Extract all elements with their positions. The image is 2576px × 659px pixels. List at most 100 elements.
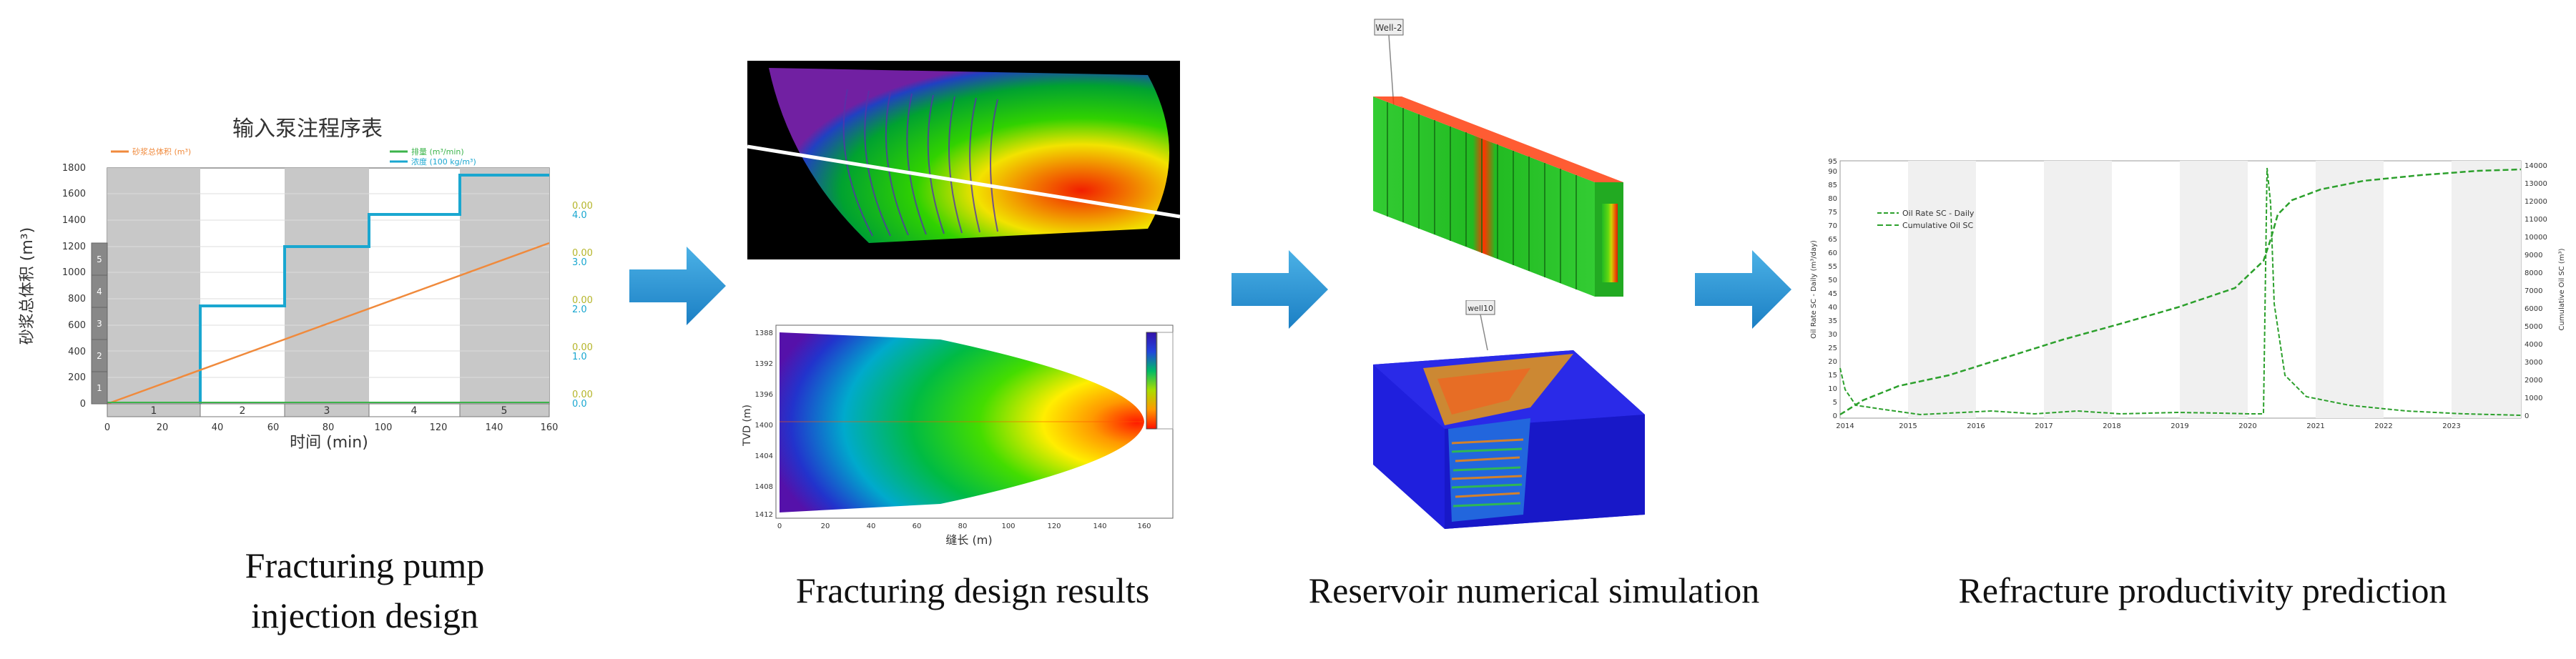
left-stage-5: 5 [97, 254, 102, 264]
svg-text:8000: 8000 [2525, 269, 2542, 277]
svg-text:5000: 5000 [2525, 323, 2542, 331]
reservoir-model-bottom: well10 [1359, 299, 1681, 529]
svg-text:80: 80 [323, 422, 335, 433]
stage-label-4: 4 [411, 405, 418, 417]
left-stage-4: 4 [97, 287, 102, 297]
svg-text:3.0: 3.0 [572, 257, 587, 268]
svg-text:400: 400 [68, 347, 86, 357]
svg-text:20: 20 [821, 522, 830, 530]
svg-text:55: 55 [1828, 263, 1837, 271]
svg-text:85: 85 [1828, 182, 1837, 189]
prod-y-left-ticks: 0 5 10 15 20 25 30 35 40 45 50 55 60 65 … [1828, 158, 1837, 420]
svg-text:25: 25 [1828, 345, 1837, 352]
svg-text:1.0: 1.0 [572, 352, 587, 362]
prod-legend: Oil Rate SC - Daily Cumulative Oil SC [1877, 209, 1975, 230]
svg-text:2019: 2019 [2171, 422, 2188, 430]
svg-text:0: 0 [777, 522, 782, 530]
stage-band-5 [460, 168, 549, 404]
svg-text:4.0: 4.0 [572, 210, 587, 221]
svg-text:2021: 2021 [2306, 422, 2324, 430]
caption-design: Fracturing design results [795, 570, 1150, 610]
svg-text:5: 5 [1833, 399, 1837, 407]
svg-text:7000: 7000 [2525, 287, 2542, 295]
svg-text:60: 60 [267, 422, 280, 433]
prod-legend-rate: Oil Rate SC - Daily [1902, 209, 1975, 218]
profile-x-label: 缝长 (m) [945, 533, 992, 547]
svg-text:0.0: 0.0 [572, 399, 587, 410]
prod-y-left-label: Oil Rate SC - Daily (m³/day) [1810, 240, 1818, 339]
svg-text:140: 140 [486, 422, 503, 433]
svg-text:1400: 1400 [755, 422, 773, 430]
svg-text:13000: 13000 [2525, 180, 2547, 188]
arrow-icon-2 [1232, 250, 1328, 329]
stage-label-3: 3 [324, 405, 330, 417]
svg-text:100: 100 [375, 422, 393, 433]
svg-text:2014: 2014 [1836, 422, 1854, 430]
svg-text:0: 0 [2525, 412, 2529, 420]
svg-text:10000: 10000 [2525, 234, 2547, 242]
svg-text:80: 80 [958, 522, 968, 530]
legend-rate: 排量 (m³/min) [411, 147, 464, 157]
caption-refracture: Refracture productivity prediction [1958, 570, 2447, 610]
svg-text:75: 75 [1828, 209, 1837, 217]
fracture-slabs [769, 68, 1169, 243]
stage-band-3 [285, 168, 369, 404]
caption-pump-line2: injection design [251, 595, 478, 635]
well-label-top: Well-2 [1375, 23, 1402, 33]
prod-year-bands [1908, 161, 2521, 418]
svg-text:800: 800 [68, 294, 86, 304]
pump-x-ticks: 0 20 40 60 80 100 120 140 160 [104, 422, 559, 433]
svg-text:1388: 1388 [755, 330, 773, 337]
svg-text:2.0: 2.0 [572, 304, 587, 315]
pump-right-ticks-conc: 0.0 1.0 2.0 3.0 4.0 [572, 210, 587, 410]
svg-text:40: 40 [867, 522, 876, 530]
svg-text:1800: 1800 [62, 163, 86, 174]
svg-text:0: 0 [104, 422, 110, 433]
profile-x-ticks: 0 20 40 60 80 100 120 140 160 [777, 522, 1151, 530]
caption-pump-line1: Fracturing pump [245, 545, 485, 585]
oil-rate-line [1839, 167, 2522, 416]
stage-label-2: 2 [240, 405, 246, 417]
svg-text:120: 120 [430, 422, 448, 433]
svg-text:15: 15 [1828, 372, 1837, 380]
svg-text:12000: 12000 [2525, 198, 2547, 206]
svg-text:2023: 2023 [2442, 422, 2460, 430]
svg-text:80: 80 [1828, 195, 1837, 203]
pump-injection-chart: 输入泵注程序表 砂浆总体积 (m³) 排量 (m³/min) 浓度 (100 k… [0, 100, 605, 472]
left-stage-boxes: 5 4 3 2 1 [91, 242, 108, 405]
svg-text:0.0000: 0.0000 [572, 390, 594, 400]
svg-text:160: 160 [1137, 522, 1151, 530]
svg-text:60: 60 [1828, 249, 1837, 257]
svg-text:20: 20 [157, 422, 169, 433]
svg-text:1600: 1600 [62, 189, 86, 199]
pump-y-ticks: 0 200 400 600 800 1000 1200 1400 1600 18… [62, 163, 86, 410]
svg-text:65: 65 [1828, 236, 1837, 244]
svg-text:0: 0 [1833, 412, 1837, 420]
svg-text:140: 140 [1093, 522, 1106, 530]
svg-text:50: 50 [1828, 277, 1837, 284]
svg-text:1408: 1408 [755, 483, 773, 491]
svg-text:90: 90 [1828, 168, 1837, 176]
left-stage-2: 2 [97, 351, 102, 361]
svg-text:20: 20 [1828, 358, 1837, 366]
profile-colorbar [1146, 332, 1174, 430]
stage-label-5: 5 [501, 405, 508, 417]
svg-text:1396: 1396 [755, 391, 773, 399]
svg-text:60: 60 [913, 522, 922, 530]
svg-text:14000: 14000 [2525, 162, 2547, 170]
svg-text:1400: 1400 [62, 215, 86, 226]
stage-label-1: 1 [151, 405, 157, 417]
left-stage-1: 1 [97, 383, 102, 393]
productivity-chart: Oil Rate SC - Daily Cumulative Oil SC 0 … [1806, 139, 2571, 440]
svg-text:70: 70 [1828, 222, 1837, 230]
svg-text:1000: 1000 [2525, 395, 2542, 402]
profile-y-label: TVD (m) [742, 405, 753, 447]
arrow-icon-3 [1695, 250, 1791, 329]
cumulative-oil-line [1839, 168, 2522, 416]
svg-text:35: 35 [1828, 317, 1837, 325]
pump-chart-svg: 输入泵注程序表 砂浆总体积 (m³) 排量 (m³/min) 浓度 (100 k… [19, 117, 605, 452]
fracture-3d-view [747, 61, 1181, 259]
